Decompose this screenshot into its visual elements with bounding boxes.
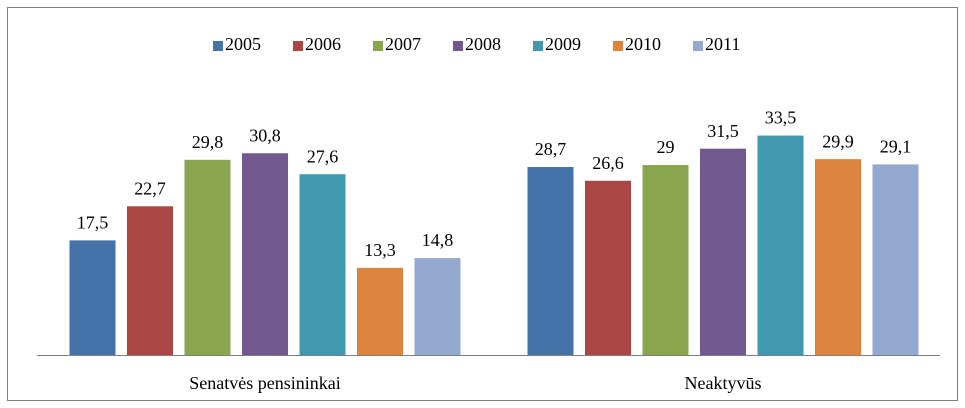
- legend-label: 2008: [465, 34, 501, 54]
- bar: [299, 174, 346, 355]
- legend-swatch: [293, 41, 303, 51]
- legend-label: 2009: [545, 34, 581, 54]
- x-tick-label: Neaktyvūs: [685, 373, 762, 393]
- data-label: 14,8: [422, 230, 454, 250]
- legend-label: 2005: [225, 34, 261, 54]
- data-label: 29,1: [880, 137, 912, 157]
- legend-swatch: [373, 41, 383, 51]
- bar: [815, 159, 861, 355]
- data-label: 31,5: [707, 121, 739, 141]
- legend-swatch: [693, 41, 703, 51]
- data-label: 13,3: [364, 240, 396, 260]
- legend-label: 2010: [625, 34, 661, 54]
- data-label: 29: [657, 137, 675, 157]
- legend-swatch: [213, 41, 223, 51]
- data-label: 17,5: [77, 213, 109, 233]
- legend-label: 2006: [305, 34, 341, 54]
- data-label: 30,8: [249, 125, 281, 145]
- data-label: 29,8: [192, 132, 224, 152]
- legend-swatch: [533, 41, 543, 51]
- legend-label: 2011: [705, 34, 740, 54]
- legend-swatch: [613, 41, 623, 51]
- legend-swatch: [453, 41, 463, 51]
- bar: [69, 240, 116, 355]
- data-label: 33,5: [765, 108, 797, 128]
- bar: [414, 258, 461, 355]
- bar: [872, 164, 919, 355]
- data-label: 22,7: [134, 178, 166, 198]
- bar: [357, 267, 403, 355]
- bar: [757, 135, 804, 355]
- x-tick-label: Senatvės pensininkai: [189, 373, 340, 393]
- bar: [527, 167, 574, 355]
- data-label: 27,6: [307, 146, 339, 166]
- bar: [642, 165, 689, 355]
- bar: [585, 180, 631, 355]
- bar: [700, 148, 746, 355]
- bar: [242, 153, 288, 355]
- bar: [127, 206, 173, 355]
- bar: [184, 159, 231, 355]
- legend-label: 2007: [385, 34, 421, 54]
- data-label: 29,9: [822, 131, 854, 151]
- data-label: 26,6: [592, 153, 624, 173]
- data-label: 28,7: [535, 139, 567, 159]
